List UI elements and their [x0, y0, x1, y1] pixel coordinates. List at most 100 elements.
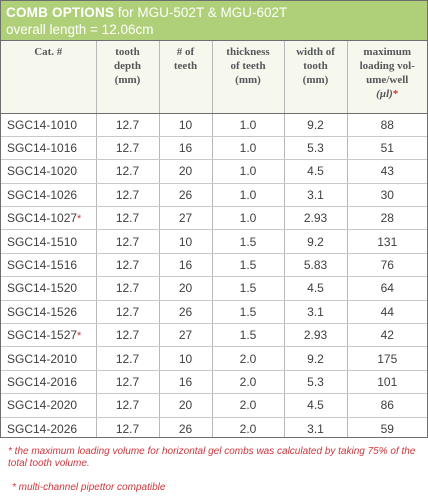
col-header-tooth-depth-l2: depth — [114, 60, 141, 72]
col-header-max-volume-l3: ume/well — [366, 74, 409, 86]
thickness-cell: 2.0 — [212, 370, 285, 395]
thickness-cell: 1.5 — [212, 300, 285, 325]
tooth-depth-cell: 12.7 — [96, 253, 160, 278]
thickness-cell: 1.5 — [212, 276, 285, 301]
cat-number: SGC14-2016 — [7, 374, 78, 389]
tooth-depth-cell: 12.7 — [96, 323, 160, 348]
num-teeth-cell: 27 — [159, 323, 213, 348]
col-header-thickness: thickness of teeth (mm) — [212, 41, 285, 114]
num-teeth-cell: 16 — [159, 136, 213, 161]
thickness-cell: 1.0 — [212, 159, 285, 184]
cat-number: SGC14-1526 — [7, 304, 78, 319]
max-volume-cell: 64 — [347, 276, 427, 301]
width-cell: 3.1 — [284, 300, 348, 325]
comb-options-table: Cat. # tooth depth (mm) # of teeth thick… — [1, 41, 427, 437]
max-volume-cell: 51 — [347, 136, 427, 161]
cat-number-cell: SGC14-2026 — [1, 417, 97, 437]
column-header-row: Cat. # tooth depth (mm) # of teeth thick… — [1, 41, 427, 114]
table-body: SGC14-1010 12.7 10 1.0 9.2 88 SGC14-1016 12.7 16… — [1, 113, 427, 437]
thickness-cell: 1.0 — [212, 136, 285, 161]
cat-number: SGC14-1520 — [7, 281, 78, 296]
cat-number-cell: SGC14-1016 — [1, 136, 97, 161]
max-volume-cell: 175 — [347, 346, 427, 371]
num-teeth-cell: 16 — [159, 370, 213, 395]
cat-number: SGC14-1516 — [7, 258, 78, 273]
table-row: SGC14-2010 12.7 10 2.0 9.2 175 — [1, 346, 427, 371]
footnote-volume: * the maximum loading volume for horizon… — [8, 446, 416, 469]
cat-number: SGC14-1026 — [7, 187, 78, 202]
cat-number-cell: SGC14-1526 — [1, 300, 97, 325]
width-cell: 9.2 — [284, 113, 348, 137]
num-teeth-cell: 20 — [159, 159, 213, 184]
cat-number: SGC14-1027 — [7, 211, 78, 226]
width-cell: 9.2 — [284, 229, 348, 254]
width-cell: 5.3 — [284, 370, 348, 395]
thickness-cell: 1.5 — [212, 323, 285, 348]
tooth-depth-cell: 12.7 — [96, 136, 160, 161]
col-header-max-volume: maximum loading vol- ume/well (µl)* — [347, 41, 427, 114]
width-cell: 5.3 — [284, 136, 348, 161]
thickness-cell: 1.0 — [212, 206, 285, 231]
header-overall-length: overall length = 12.06cm — [6, 22, 154, 37]
cat-number: SGC14-1020 — [7, 164, 78, 179]
thickness-cell: 1.0 — [212, 113, 285, 137]
width-cell: 4.5 — [284, 276, 348, 301]
cat-number-cell: SGC14-2010 — [1, 346, 97, 371]
col-header-max-volume-unit: (µl) — [376, 88, 393, 100]
table-row: SGC14-2026 12.7 26 2.0 3.1 59 — [1, 417, 427, 437]
thickness-cell: 1.0 — [212, 183, 285, 208]
max-volume-cell: 42 — [347, 323, 427, 348]
tooth-depth-cell: 12.7 — [96, 300, 160, 325]
tooth-depth-cell: 12.7 — [96, 183, 160, 208]
num-teeth-cell: 16 — [159, 253, 213, 278]
width-cell: 4.5 — [284, 159, 348, 184]
tooth-depth-cell: 12.7 — [96, 229, 160, 254]
tooth-depth-cell: 12.7 — [96, 113, 160, 137]
max-volume-cell: 43 — [347, 159, 427, 184]
footnote-pipettor: * multi-channel pipettor compatible — [12, 482, 166, 493]
thickness-cell: 2.0 — [212, 417, 285, 437]
thickness-cell: 2.0 — [212, 393, 285, 418]
table-row: SGC14-1016 12.7 16 1.0 5.3 51 — [1, 136, 427, 161]
header-title-line: COMB OPTIONS for MGU-502T & MGU-602T — [6, 4, 422, 21]
num-teeth-cell: 10 — [159, 229, 213, 254]
tooth-depth-cell: 12.7 — [96, 346, 160, 371]
col-header-tooth-depth-l1: tooth — [115, 46, 140, 58]
col-header-num-teeth-l2: teeth — [173, 60, 198, 72]
table-row: SGC14-2016 12.7 16 2.0 5.3 101 — [1, 370, 427, 395]
table-row: SGC14-1516 12.7 16 1.5 5.83 76 — [1, 253, 427, 278]
pipettor-compatible-marker: * — [77, 330, 82, 343]
cat-number: SGC14-1016 — [7, 141, 78, 156]
cat-number-cell: SGC14-1026 — [1, 183, 97, 208]
num-teeth-cell: 26 — [159, 417, 213, 437]
col-header-max-volume-l2: loading vol- — [359, 60, 415, 72]
table-row: SGC14-1526 12.7 26 1.5 3.1 44 — [1, 300, 427, 325]
col-header-tooth-depth: tooth depth (mm) — [96, 41, 160, 114]
col-header-width-l2: tooth — [303, 60, 328, 72]
width-cell: 2.93 — [284, 323, 348, 348]
max-volume-cell: 28 — [347, 206, 427, 231]
num-teeth-cell: 26 — [159, 300, 213, 325]
width-cell: 3.1 — [284, 183, 348, 208]
cat-number: SGC14-2026 — [7, 421, 78, 436]
max-volume-cell: 88 — [347, 113, 427, 137]
cat-number-cell: SGC14-2020 — [1, 393, 97, 418]
num-teeth-cell: 10 — [159, 113, 213, 137]
tooth-depth-cell: 12.7 — [96, 206, 160, 231]
tooth-depth-cell: 12.7 — [96, 276, 160, 301]
header-subtitle: for MGU-502T & MGU-602T — [117, 5, 288, 20]
num-teeth-cell: 10 — [159, 346, 213, 371]
max-volume-cell: 44 — [347, 300, 427, 325]
table-row: SGC14-1027* 12.7 27 1.0 2.93 28 — [1, 206, 427, 231]
cat-number: SGC14-1527 — [7, 328, 78, 343]
col-header-max-volume-l1: maximum — [363, 46, 412, 58]
thickness-cell: 2.0 — [212, 346, 285, 371]
col-header-cat-label: Cat. # — [34, 46, 63, 58]
col-header-thickness-l3: (mm) — [235, 74, 261, 86]
cat-number-cell: SGC14-1510 — [1, 229, 97, 254]
col-header-width: width of tooth (mm) — [284, 41, 348, 114]
width-cell: 9.2 — [284, 346, 348, 371]
col-header-max-volume-asterisk: * — [392, 88, 399, 100]
num-teeth-cell: 26 — [159, 183, 213, 208]
table-row: SGC14-1020 12.7 20 1.0 4.5 43 — [1, 159, 427, 184]
